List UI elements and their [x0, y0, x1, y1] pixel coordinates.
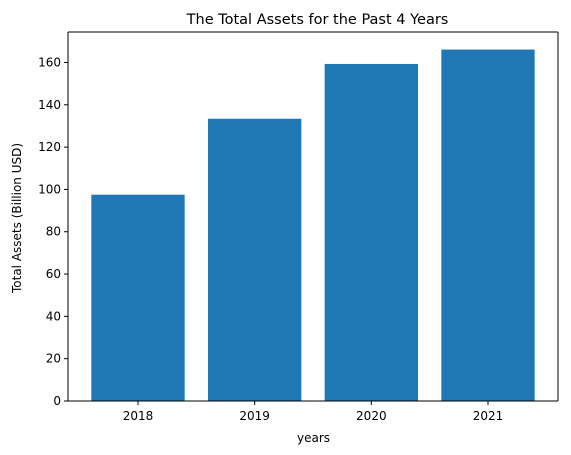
axes: [67, 31, 559, 402]
bar-2020: [324, 63, 418, 401]
x-tick-label: 2018: [123, 409, 154, 423]
x-ticks: 2018 2019 2020 2021: [123, 401, 504, 423]
y-tick-label: 80: [46, 225, 61, 239]
bar-2021: [441, 49, 535, 402]
y-tick-label: 40: [46, 309, 61, 323]
x-tick-label: 2021: [473, 409, 504, 423]
x-axis-label: years: [297, 431, 330, 445]
y-tick-label: 0: [53, 394, 61, 408]
y-tick-label: 140: [38, 98, 61, 112]
y-tick-label: 120: [38, 140, 61, 154]
y-tick-label: 100: [38, 182, 61, 196]
chart-title: The Total Assets for the Past 4 Years: [186, 12, 449, 28]
x-tick-label: 2020: [356, 409, 387, 423]
x-tick-label: 2019: [239, 409, 270, 423]
y-axis-label: Total Assets (Billion USD): [10, 143, 24, 294]
y-tick-label: 60: [46, 267, 61, 281]
y-tick-label: 160: [38, 55, 61, 69]
bar-2018: [91, 194, 185, 401]
y-tick-label: 20: [46, 352, 61, 366]
bar-2019: [208, 118, 302, 401]
bars: [91, 49, 535, 402]
y-ticks: 0 20 40 60 80 100 120 140 160: [38, 55, 68, 408]
